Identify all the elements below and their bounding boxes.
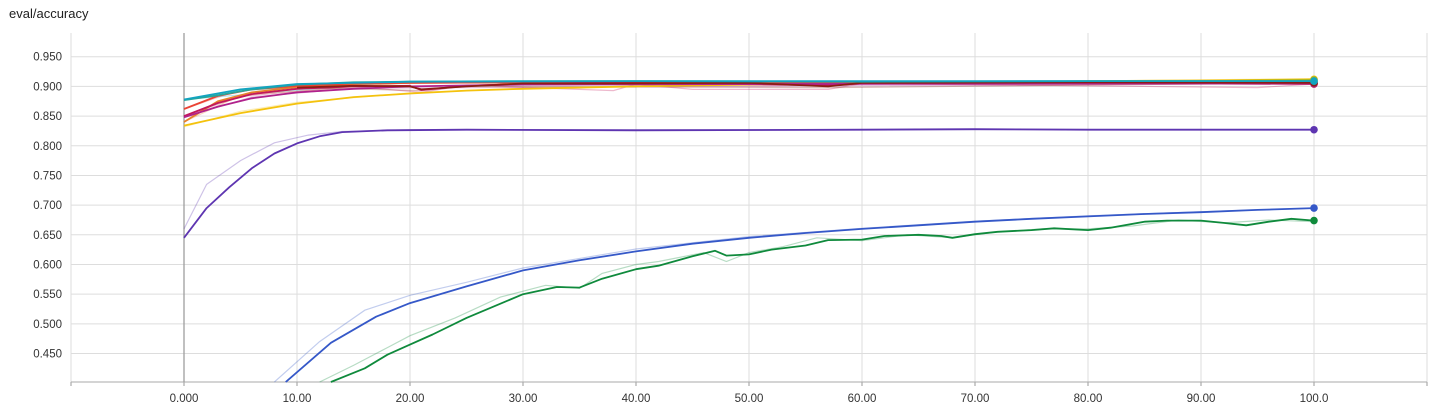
x-tick-label: 10.00 xyxy=(283,393,312,405)
y-tick-label: 0.500 xyxy=(33,319,62,331)
y-tick-label: 0.800 xyxy=(33,141,62,153)
series-end-dot xyxy=(1310,204,1318,212)
y-tick-label: 0.950 xyxy=(33,52,62,64)
axes xyxy=(71,33,1427,383)
y-tick-label: 0.850 xyxy=(33,111,62,123)
x-tick-label: 50.00 xyxy=(735,393,764,405)
series-line xyxy=(183,128,1314,239)
series-end-markers xyxy=(1310,75,1318,225)
y-tick-label: 0.700 xyxy=(33,200,62,212)
x-tick-label: 60.00 xyxy=(848,393,877,405)
x-tick-label: 80.00 xyxy=(1074,393,1103,405)
series-end-dot xyxy=(1310,77,1318,85)
x-tick-label: 90.00 xyxy=(1187,393,1216,405)
y-tick-label: 0.900 xyxy=(33,81,62,93)
x-tick-label: 0.000 xyxy=(170,393,199,405)
series-line xyxy=(296,81,1315,91)
series-end-dot xyxy=(1310,125,1318,134)
y-tick-label: 0.600 xyxy=(33,259,62,271)
series-line xyxy=(285,207,1315,383)
series-line xyxy=(330,217,1315,383)
x-tick-label: 100.0 xyxy=(1300,393,1329,405)
raw-series-line xyxy=(319,219,1315,383)
x-tick-label: 20.00 xyxy=(396,393,425,405)
chart-title: eval/accuracy xyxy=(9,6,89,21)
y-tick-label: 0.550 xyxy=(33,289,62,301)
series-line xyxy=(183,80,1314,101)
x-tick-label: 70.00 xyxy=(961,393,990,405)
x-grid xyxy=(70,33,1428,386)
smoothed-series-lines[interactable] xyxy=(183,78,1315,383)
y-tick-label: 0.750 xyxy=(33,170,62,182)
series-end-dot xyxy=(1310,216,1318,225)
y-tick-label: 0.650 xyxy=(33,230,62,242)
x-tick-label: 30.00 xyxy=(509,393,538,405)
series-line xyxy=(183,82,1315,119)
x-tick-label: 40.00 xyxy=(622,393,651,405)
x-tick-labels: 0.000 10.00 20.00 30.00 40.00 50.00 60.00 70.00… xyxy=(170,393,1329,405)
y-tick-label: 0.450 xyxy=(33,349,62,361)
y-tick-labels: 0.450 0.500 0.550 0.600 0.650 0.700 0.750 0.800… xyxy=(33,52,62,361)
